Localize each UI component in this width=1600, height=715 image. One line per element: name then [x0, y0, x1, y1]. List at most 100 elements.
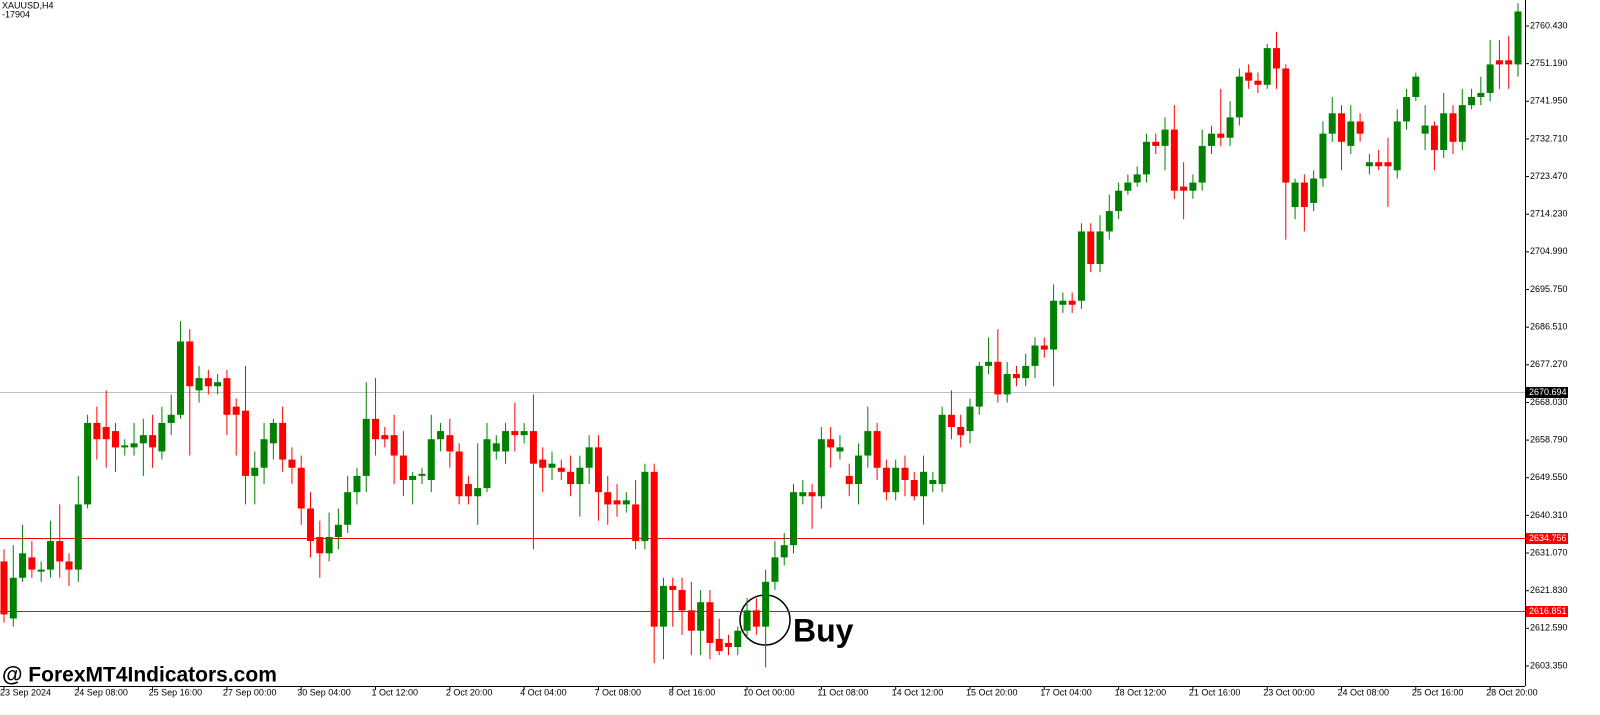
candle-body — [817, 439, 825, 497]
candle-body — [1198, 145, 1206, 183]
candle-body — [1300, 182, 1308, 208]
candle-body — [176, 341, 184, 415]
candle-body — [1254, 80, 1262, 85]
candle-body — [251, 467, 259, 476]
x-tick-label: 25 Oct 16:00 — [1412, 687, 1464, 697]
candle-body — [594, 447, 602, 493]
candle-body — [1077, 231, 1085, 301]
candle-body — [28, 557, 36, 570]
candle-body — [1384, 162, 1392, 167]
candle-body — [260, 439, 268, 468]
candle-body — [1087, 231, 1095, 265]
candle-body — [390, 435, 398, 456]
candle-body — [46, 541, 54, 570]
candle-body — [446, 435, 454, 452]
candle-body — [353, 475, 361, 493]
candle-body — [1458, 105, 1466, 142]
candle-body — [1040, 345, 1048, 350]
y-tick-label: 2751.190 — [1530, 58, 1568, 68]
y-tick-label: 2686.510 — [1530, 322, 1568, 332]
candle-body — [845, 475, 853, 485]
candle-body — [241, 410, 249, 476]
x-tick-label: 23 Sep 2024 — [0, 687, 51, 697]
x-tick-label: 28 Oct 20:00 — [1486, 687, 1538, 697]
candle-body — [659, 585, 667, 627]
candle-body — [1468, 97, 1476, 106]
candle-body — [1421, 125, 1429, 134]
candle-body — [529, 431, 537, 464]
x-tick-label: 11 Oct 08:00 — [817, 687, 868, 697]
candle-body — [111, 431, 119, 448]
y-tick-label: 2760.430 — [1530, 20, 1568, 30]
chart-subtitle: -17904 — [2, 9, 30, 19]
y-tick-label: 2695.750 — [1530, 284, 1568, 294]
candle-body — [1430, 125, 1438, 150]
candle-body — [1050, 300, 1058, 350]
x-tick-label: 14 Oct 12:00 — [892, 687, 944, 697]
candle-body — [855, 455, 863, 485]
candle-body — [1291, 182, 1299, 208]
x-tick-label: 24 Oct 08:00 — [1338, 687, 1390, 697]
y-tick-label: 2621.830 — [1530, 585, 1568, 595]
x-tick-label: 1 Oct 12:00 — [372, 687, 419, 697]
candle-body — [1012, 374, 1020, 379]
candle-body — [873, 431, 881, 468]
candle-body — [214, 382, 222, 387]
candle-body — [223, 378, 231, 415]
candle-body — [743, 610, 751, 631]
candle-body — [1142, 141, 1150, 175]
candle-body — [632, 504, 640, 542]
watermark: @ ForexMT4Indicators.com — [2, 664, 277, 687]
candle-body — [1003, 374, 1011, 395]
price-label-bg — [1526, 606, 1568, 617]
candle-body — [372, 418, 380, 440]
y-tick-label: 2603.350 — [1530, 660, 1568, 670]
candle-body — [1124, 182, 1132, 191]
candle-body — [307, 508, 315, 542]
candle-body — [232, 406, 240, 415]
candle-body — [697, 602, 705, 631]
candle-body — [492, 443, 500, 452]
candle-body — [650, 471, 658, 627]
candle-body — [1347, 121, 1355, 146]
candle-body — [882, 467, 890, 493]
candle-body — [65, 561, 73, 570]
candle-body — [1514, 11, 1522, 65]
candle-body — [1235, 76, 1243, 118]
candle-body — [19, 553, 27, 578]
candle-body — [344, 492, 352, 525]
candle-body — [511, 431, 519, 436]
candle-body — [474, 488, 482, 497]
candle-body — [1217, 133, 1225, 138]
price-label: 2670.694 — [1529, 387, 1567, 397]
candle-body — [1096, 231, 1104, 265]
candle-body — [84, 422, 92, 505]
candle-body — [752, 610, 760, 627]
candle-body — [195, 378, 203, 391]
price-label: 2634.756 — [1529, 533, 1567, 543]
candle-body — [576, 467, 584, 485]
candle-body — [1356, 121, 1364, 134]
candle-body — [539, 459, 547, 468]
candle-body — [1505, 60, 1513, 65]
candle-body — [297, 467, 305, 509]
candle-body — [1412, 76, 1420, 98]
x-tick-label: 23 Oct 00:00 — [1263, 687, 1315, 697]
candle-body — [1226, 117, 1234, 138]
candle-body — [836, 447, 844, 452]
candle-body — [1189, 182, 1197, 191]
x-tick-label: 24 Sep 08:00 — [74, 687, 128, 697]
candle-body — [1495, 60, 1503, 65]
x-tick-label: 8 Oct 16:00 — [669, 687, 716, 697]
candle-body — [93, 422, 101, 440]
candle-body — [892, 467, 900, 493]
candle-body — [1170, 129, 1178, 191]
x-tick-label: 27 Sep 00:00 — [223, 687, 277, 697]
candle-body — [678, 589, 686, 611]
y-tick-label: 2677.270 — [1530, 359, 1568, 369]
x-tick-label: 18 Oct 12:00 — [1115, 687, 1167, 697]
candle-body — [901, 467, 909, 480]
y-tick-label: 2649.550 — [1530, 472, 1568, 482]
